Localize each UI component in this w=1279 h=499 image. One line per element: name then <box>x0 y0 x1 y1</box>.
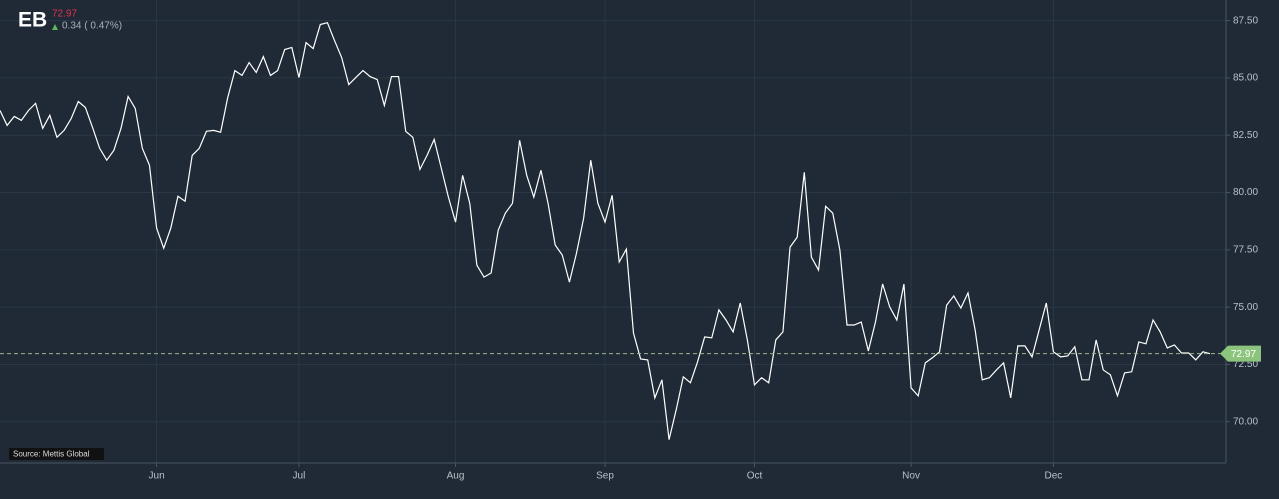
y-tick-label: 80.00 <box>1233 187 1258 198</box>
y-tick-label: 87.50 <box>1233 15 1258 26</box>
y-tick-label: 85.00 <box>1233 73 1258 84</box>
change: 0.34 ( 0.47%) <box>62 21 122 32</box>
grid <box>0 0 1226 463</box>
x-tick-label: Sep <box>596 471 614 482</box>
y-tick-label: 72.50 <box>1233 359 1258 370</box>
y-tick-label: 82.50 <box>1233 130 1258 141</box>
symbol: EB <box>18 9 47 32</box>
source-box <box>9 448 104 460</box>
source: Source: Mettis Global <box>13 450 90 459</box>
y-tick-label: 70.00 <box>1233 416 1258 427</box>
last-value-tag <box>1220 345 1261 362</box>
up-arrow <box>52 24 58 30</box>
x-tick-label: Nov <box>902 471 920 482</box>
last-value-label: 72.97 <box>1231 349 1256 360</box>
x-tick-label: Jul <box>293 471 306 482</box>
x-tick-label: Dec <box>1045 471 1063 482</box>
price-line <box>0 21 1211 440</box>
y-tick-label: 77.50 <box>1233 244 1258 255</box>
x-tick-label: Oct <box>747 471 763 482</box>
price: 72.97 <box>52 9 77 20</box>
y-tick-label: 75.00 <box>1233 302 1258 313</box>
x-tick-label: Jun <box>149 471 165 482</box>
x-tick-label: Aug <box>447 471 465 482</box>
